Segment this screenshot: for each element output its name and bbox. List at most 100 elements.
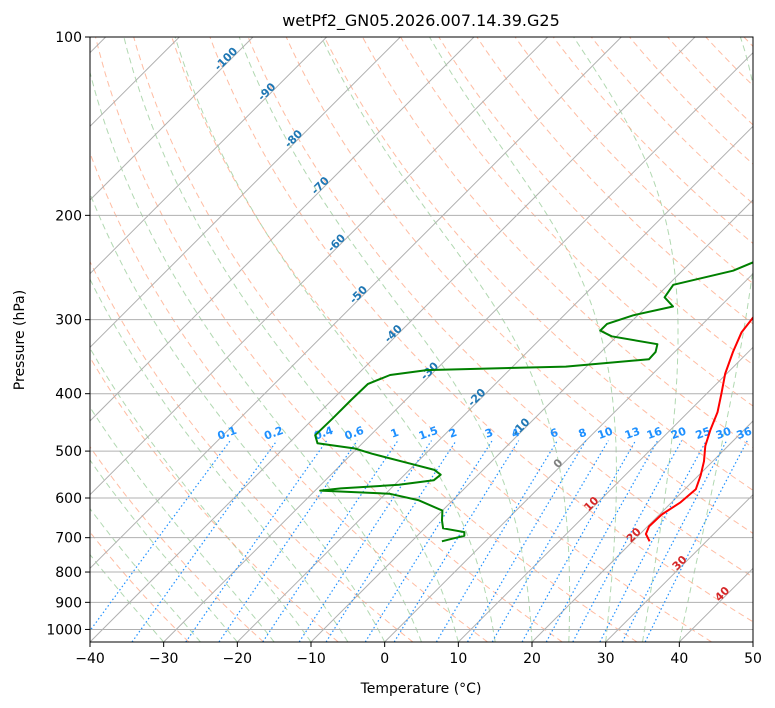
- plot-frame: [89, 36, 754, 643]
- isobar-grid: [90, 37, 753, 630]
- mixing-ratio-label: 10: [596, 424, 615, 442]
- x-tick-label: 40: [670, 651, 688, 667]
- moist-adiabat-line: [678, 37, 753, 642]
- dry-adiabats: [90, 37, 753, 642]
- dry-adiabat-line: [323, 37, 753, 491]
- mixing-ratio-label: 0.2: [262, 424, 285, 443]
- mixing-ratio-label: 2: [447, 426, 459, 441]
- dry-adiabat-line: [90, 356, 339, 642]
- dry-adiabat-line: [133, 37, 638, 642]
- y-tick-label: 500: [55, 444, 82, 460]
- mixing-ratio-line-0.2: [131, 440, 278, 642]
- y-tick-label: 200: [55, 208, 82, 224]
- temperature-profile-line: [644, 315, 753, 542]
- mixing-ratio-label: 0.1: [216, 424, 239, 443]
- x-tick-label: −20: [223, 651, 253, 667]
- mixing-ratio-label: 20: [669, 424, 688, 442]
- mixing-ratio-line-3: [364, 440, 493, 642]
- mixing-ratio-lines: [90, 440, 748, 642]
- moist-adiabat-line: [90, 459, 238, 642]
- y-axis-label: Pressure (hPa): [12, 290, 28, 390]
- isotherm-line: [90, 37, 475, 422]
- mixing-ratio-label: 16: [645, 424, 664, 442]
- mixing-ratio-line-36: [644, 440, 748, 642]
- moist-adiabat-line: [90, 192, 386, 642]
- y-tick-label: 100: [55, 30, 82, 46]
- x-axis: −40 −30 −20 −10 0 10 20 30 40 50: [75, 642, 762, 667]
- y-tick-label: 600: [55, 491, 82, 507]
- isotherm-line: [90, 37, 328, 275]
- x-tick-label: −30: [149, 651, 179, 667]
- plot-background: [90, 37, 753, 642]
- mixing-ratio-line-20: [572, 440, 683, 642]
- isotherm-line: [384, 272, 753, 642]
- x-tick-label: −10: [296, 651, 326, 667]
- chart-title: wetPf2_GN05.2026.007.14.39.G25: [282, 11, 560, 31]
- mixing-ratio-line-1.5: [298, 440, 432, 642]
- isotherm-line: [90, 37, 401, 349]
- isotherm-grid: [90, 37, 753, 642]
- y-tick-label: 1000: [46, 622, 82, 638]
- dry-adiabat-line: [90, 260, 414, 642]
- mixing-ratio-line-16: [545, 440, 659, 642]
- dry-adiabat-line: [476, 37, 753, 325]
- mixing-ratio-label: 3: [483, 426, 495, 441]
- dry-adiabat-line: [95, 37, 563, 642]
- moist-adiabat-line: [90, 70, 422, 642]
- y-tick-label: 900: [55, 595, 82, 611]
- dry-adiabat-line: [514, 37, 753, 285]
- isotherm-line: [236, 125, 753, 642]
- mixing-ratio-label: 6: [548, 426, 560, 441]
- moist-adiabat-line: [573, 37, 679, 642]
- x-axis-label: Temperature (°C): [360, 681, 482, 697]
- isotherm-line: [90, 37, 622, 570]
- y-tick-label: 800: [55, 565, 82, 581]
- moist-adiabat-line: [90, 278, 349, 642]
- dry-adiabat-line: [285, 37, 753, 534]
- y-tick-label: 700: [55, 531, 82, 547]
- moist-adiabat-line: [238, 37, 533, 642]
- mixing-ratio-label: 1: [389, 426, 401, 441]
- mixing-ratio-label: 8: [577, 426, 589, 441]
- x-tick-label: −40: [75, 651, 105, 667]
- isotherm-line: [310, 199, 753, 642]
- y-tick-label: 400: [55, 387, 82, 403]
- mixing-ratio-line-6: [435, 440, 558, 642]
- dewpoint-profile-line: [314, 261, 753, 543]
- isotherm-line: [605, 493, 753, 642]
- y-tick-label: 300: [55, 313, 82, 329]
- x-tick-label: 20: [523, 651, 541, 667]
- mixing-ratio-label: 1.5: [417, 424, 440, 443]
- dry-adiabat-line: [209, 37, 753, 623]
- sounding-series: [314, 261, 753, 543]
- mixing-ratio-line-1: [262, 440, 399, 642]
- moist-adiabat-line: [90, 406, 275, 642]
- mixing-ratio-label: 36: [735, 424, 754, 442]
- mixing-ratio-line-4: [393, 440, 520, 642]
- mixing-ratio-line-2: [325, 440, 457, 642]
- mixing-ratio-label: 30: [714, 424, 733, 442]
- moist-adiabat-line: [90, 507, 201, 642]
- x-tick-label: 50: [744, 651, 762, 667]
- mixing-ratio-line-0.1: [90, 440, 231, 632]
- isotherm-line: [90, 37, 254, 201]
- dry-adiabat-line: [247, 37, 753, 578]
- dry-adiabat-line: [171, 37, 712, 642]
- mixing-ratio-line-13: [521, 440, 637, 642]
- isotherm-line: [90, 37, 549, 496]
- moist-adiabat-line: [429, 37, 617, 642]
- mixing-ratio-label: 0.6: [343, 424, 366, 443]
- dry-adiabat-line: [90, 445, 264, 642]
- moist-adiabat-line: [123, 37, 459, 642]
- x-tick-label: 0: [380, 651, 389, 667]
- mixing-ratio-line-8: [466, 440, 587, 642]
- x-tick-label: 10: [449, 651, 467, 667]
- mixing-ratio-line-0.4: [185, 440, 328, 642]
- mixing-ratio-line-10: [491, 440, 609, 642]
- mixing-ratio-label: 13: [623, 425, 642, 442]
- mixing-ratio-label: 4: [510, 426, 522, 441]
- y-axis: 1000 900 800 700 600 500 400 300 200 100: [46, 30, 90, 638]
- isotherm-line: [90, 37, 696, 642]
- isotherm-line: [457, 346, 753, 642]
